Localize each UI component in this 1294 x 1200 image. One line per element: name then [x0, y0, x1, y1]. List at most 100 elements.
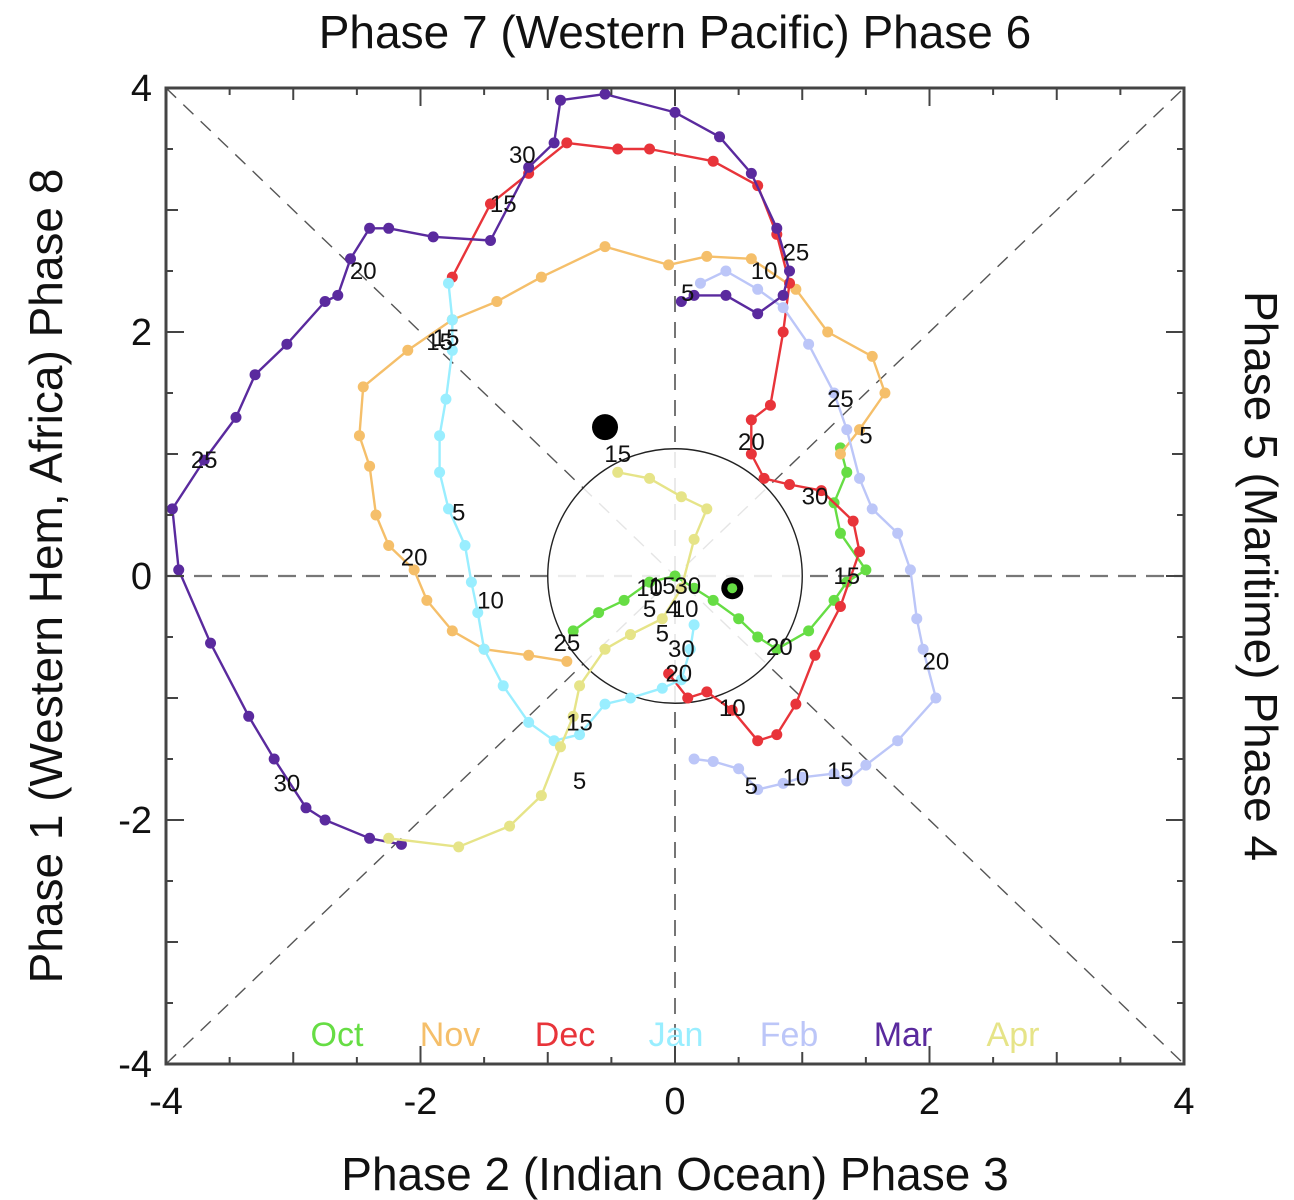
y-tick-label: -4: [118, 1044, 152, 1086]
data-point: [694, 277, 706, 289]
data-point: [205, 637, 217, 649]
data-point: [663, 668, 675, 680]
day-label: 5: [681, 280, 694, 307]
day-label: 10: [636, 575, 663, 602]
series-layer: [166, 88, 942, 853]
data-point: [383, 540, 395, 551]
data-point: [612, 466, 624, 478]
legend: Oct Nov Dec Jan Feb Mar Apr: [311, 1016, 1040, 1054]
day-label: 20: [923, 648, 950, 675]
data-point: [561, 655, 573, 667]
day-labels: 1520201510510302015305302010105151510520…: [191, 142, 949, 800]
day-label: 10: [751, 258, 778, 285]
data-point: [442, 277, 454, 289]
data-point: [847, 515, 859, 527]
data-point: [644, 472, 656, 484]
data-point: [624, 629, 636, 641]
data-point: [803, 625, 815, 637]
day-label: 30: [509, 142, 536, 169]
series-line-dec: [451, 141, 861, 742]
data-point: [866, 503, 878, 515]
data-point: [841, 424, 853, 436]
data-point: [911, 613, 923, 625]
series-apr: [383, 466, 713, 853]
data-point: [574, 680, 586, 692]
data-point: [554, 94, 566, 106]
data-point: [561, 137, 573, 149]
data-point: [364, 832, 376, 844]
data-point: [669, 570, 681, 582]
data-point: [866, 350, 878, 362]
data-point: [624, 692, 636, 704]
data-point: [828, 387, 840, 399]
data-point: [173, 564, 185, 576]
day-label: 30: [668, 636, 695, 663]
data-point: [230, 411, 242, 423]
data-point: [574, 729, 586, 741]
data-point: [675, 491, 687, 503]
data-point: [599, 88, 611, 100]
data-point: [752, 735, 764, 747]
data-point: [599, 241, 611, 253]
data-point: [701, 250, 713, 262]
series-line-mar: [171, 92, 791, 846]
data-point: [319, 296, 331, 307]
data-point: [675, 674, 687, 686]
data-point: [442, 503, 454, 515]
legend-item-mar: Mar: [874, 1016, 933, 1054]
data-point: [656, 613, 668, 625]
data-point: [644, 576, 656, 588]
data-point: [523, 716, 535, 728]
day-label: 4: [666, 596, 679, 623]
data-point: [860, 564, 872, 576]
day-label: 25: [783, 240, 810, 267]
data-point: [688, 619, 700, 631]
start-marker: [592, 414, 619, 441]
data-point: [198, 454, 210, 466]
day-label: 25: [827, 386, 854, 413]
day-label: 15: [833, 563, 860, 590]
x-tick-label: -4: [149, 1081, 183, 1123]
data-point: [554, 741, 566, 753]
data-point: [707, 594, 719, 606]
markers: [592, 414, 744, 600]
data-point: [446, 344, 458, 356]
left-title: Phase 1 (Western Hem, Africa) Phase 8: [20, 169, 72, 984]
data-point: [434, 430, 446, 442]
data-point: [364, 460, 376, 472]
data-point: [930, 692, 942, 704]
data-point: [745, 448, 757, 460]
data-point: [166, 503, 178, 515]
data-point: [771, 729, 783, 741]
data-point: [701, 686, 713, 698]
data-point: [904, 564, 916, 576]
data-point: [523, 649, 535, 661]
data-point: [688, 289, 700, 301]
data-point: [752, 631, 764, 643]
data-point: [784, 265, 796, 277]
data-point: [854, 546, 866, 558]
data-point: [644, 143, 656, 155]
data-point: [777, 302, 789, 314]
data-point: [357, 381, 369, 393]
data-point: [383, 832, 395, 844]
data-point: [790, 698, 802, 710]
series-mar: [166, 88, 796, 850]
legend-item-apr: Apr: [987, 1016, 1040, 1054]
day-label: 15: [490, 191, 517, 218]
data-point: [784, 479, 796, 490]
data-point: [504, 820, 516, 832]
day-label: 10: [672, 596, 699, 623]
data-point: [408, 564, 420, 576]
data-point: [771, 643, 783, 655]
data-point: [688, 753, 700, 765]
data-point: [599, 698, 611, 710]
data-point: [720, 289, 732, 301]
day-label: 30: [674, 573, 701, 600]
data-point: [567, 710, 579, 722]
data-point: [383, 222, 395, 234]
data-point: [745, 414, 757, 426]
data-point: [345, 253, 357, 265]
data-point: [892, 735, 904, 747]
